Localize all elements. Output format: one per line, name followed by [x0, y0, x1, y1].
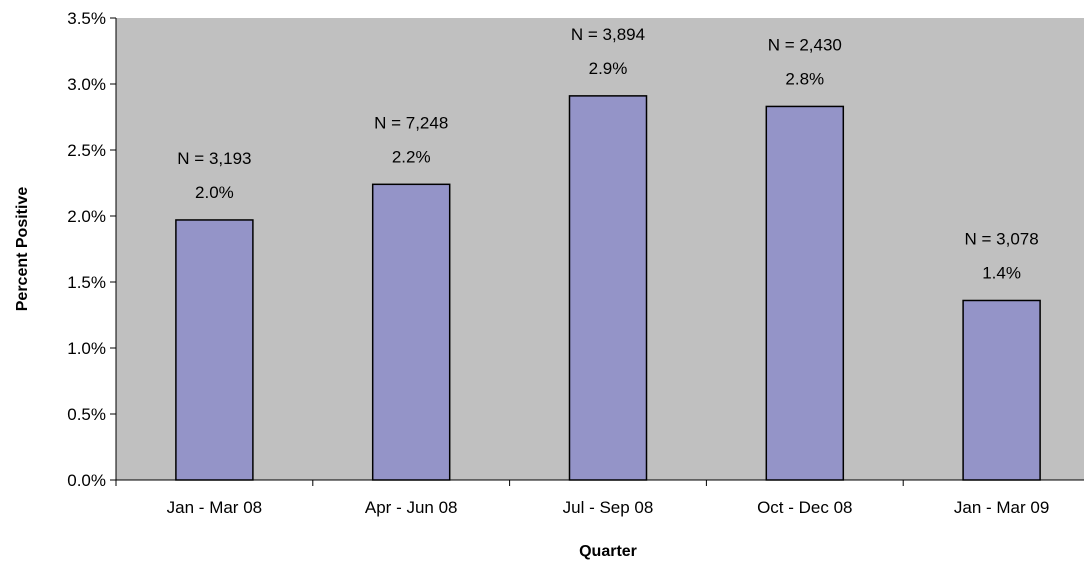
data-label: 2.9% [589, 59, 628, 78]
y-tick-label: 2.5% [67, 141, 106, 160]
bar [962, 299, 1041, 481]
x-tick-label: Jan - Mar 08 [167, 498, 262, 517]
y-tick-label: 3.0% [67, 75, 106, 94]
y-tick-label: 0.0% [67, 471, 106, 490]
y-tick-label: 1.0% [67, 339, 106, 358]
n-label: N = 3,078 [964, 229, 1038, 248]
data-label: 2.8% [785, 69, 824, 88]
y-tick-label: 1.5% [67, 273, 106, 292]
y-tick-label: 3.5% [67, 9, 106, 28]
n-label: N = 3,894 [571, 25, 645, 44]
n-label: N = 7,248 [374, 113, 448, 132]
x-axis-title: Quarter [579, 543, 637, 560]
x-axis: Jan - Mar 08 Apr - Jun 08 Jul - Sep 08 Oct … [115, 479, 1084, 517]
x-tick-label: Jul - Sep 08 [563, 498, 654, 517]
y-axis: 0.0% 0.5% 1.0% 1.5% 2.0% 2.5% 3.0% 3.5% [67, 9, 117, 490]
bar [371, 183, 451, 481]
data-label: 2.0% [195, 183, 234, 202]
x-tick-label: Apr - Jun 08 [365, 498, 458, 517]
bar [568, 95, 648, 481]
data-label: 2.2% [392, 147, 431, 166]
x-tick-label: Jan - Mar 09 [954, 498, 1049, 517]
bars [175, 95, 1041, 481]
y-tick-label: 2.0% [67, 207, 106, 226]
bar [765, 105, 845, 481]
x-tick-label: Oct - Dec 08 [757, 498, 852, 517]
y-tick-label: 0.5% [67, 405, 106, 424]
bar [175, 219, 254, 481]
data-label: 1.4% [982, 263, 1021, 282]
n-label: N = 3,193 [177, 149, 251, 168]
y-axis-title: Percent Positive [14, 187, 31, 312]
data-labels: N = 3,193 2.0% N = 7,248 2.2% N = 3,894 2.9% N… [177, 25, 1038, 283]
n-label: N = 2,430 [768, 35, 842, 54]
